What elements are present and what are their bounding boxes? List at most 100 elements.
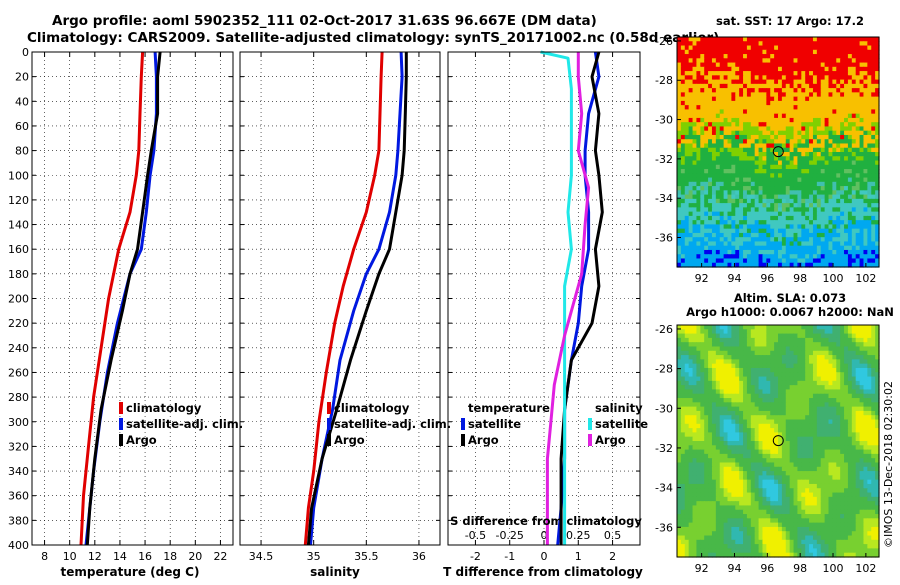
map-cell <box>817 156 821 161</box>
map-cell <box>867 372 871 377</box>
map-cell <box>840 359 844 364</box>
map-cell <box>716 169 720 174</box>
map-cell <box>848 407 852 412</box>
map-cell <box>774 364 778 369</box>
map-cell <box>693 355 697 360</box>
map-cell <box>829 161 833 166</box>
map-cell <box>805 152 809 157</box>
map-cell <box>735 385 739 390</box>
map-cell <box>813 258 817 263</box>
map-cell <box>817 161 821 166</box>
map-cell <box>797 186 801 191</box>
map-cell <box>778 454 782 459</box>
map-cell <box>762 224 766 229</box>
map-cell <box>708 207 712 212</box>
map-cell <box>844 334 848 339</box>
map-cell <box>782 118 786 123</box>
map-cell <box>762 80 766 85</box>
map-cell <box>731 420 735 425</box>
map-cell <box>704 441 708 446</box>
map-cell <box>720 411 724 416</box>
map-cell <box>708 173 712 178</box>
map-cell <box>832 224 836 229</box>
map-cell <box>743 92 747 97</box>
map-cell <box>817 220 821 225</box>
map-cell <box>867 415 871 420</box>
map-cell <box>778 80 782 85</box>
map-cell <box>809 246 813 251</box>
map-cell <box>805 84 809 89</box>
map-cell <box>778 178 782 183</box>
map-cell <box>728 454 732 459</box>
map-cell <box>751 109 755 114</box>
map-cell <box>681 329 685 334</box>
map-cell <box>801 118 805 123</box>
map-cell <box>735 173 739 178</box>
map-cell <box>794 126 798 131</box>
map-cell <box>809 450 813 455</box>
map-cell <box>724 195 728 200</box>
x-tick-label: 14 <box>113 550 127 563</box>
map-cell <box>759 441 763 446</box>
map-cell <box>860 139 864 144</box>
map-cell <box>832 454 836 459</box>
map-cell <box>755 398 759 403</box>
map-cell <box>790 420 794 425</box>
map-cell <box>786 428 790 433</box>
map-cell <box>708 246 712 251</box>
map-cell <box>685 475 689 480</box>
map-cell <box>700 67 704 72</box>
map-cell <box>774 135 778 140</box>
map-cell <box>782 58 786 63</box>
map-cell <box>762 351 766 356</box>
legend-swatch-satellite-adj <box>327 418 331 430</box>
map-cell <box>743 411 747 416</box>
map-cell <box>728 46 732 51</box>
map-cell <box>821 342 825 347</box>
sst-map-title: sat. SST: 17 Argo: 17.2 <box>716 14 864 28</box>
map-cell <box>762 415 766 420</box>
map-cell <box>716 462 720 467</box>
map-cell <box>794 139 798 144</box>
map-cell <box>840 216 844 221</box>
map-cell <box>782 50 786 55</box>
map-cell <box>751 173 755 178</box>
map-cell <box>700 71 704 76</box>
map-cell <box>852 224 856 229</box>
map-cell <box>860 126 864 131</box>
map-cell <box>817 122 821 127</box>
map-cell <box>759 41 763 46</box>
map-cell <box>704 445 708 450</box>
map-cell <box>809 389 813 394</box>
map-cell <box>778 407 782 412</box>
map-cell <box>759 364 763 369</box>
map-cell <box>708 237 712 242</box>
map-cell <box>813 415 817 420</box>
map-cell <box>704 67 708 72</box>
map-cell <box>813 50 817 55</box>
map-cell <box>743 402 747 407</box>
map-cell <box>728 246 732 251</box>
map-cell <box>817 381 821 386</box>
map-cell <box>840 122 844 127</box>
map-cell <box>863 139 867 144</box>
map-cell <box>735 355 739 360</box>
map-cell <box>852 359 856 364</box>
map-cell <box>724 420 728 425</box>
map-cell <box>755 71 759 76</box>
map-cell <box>708 101 712 106</box>
map-cell <box>759 101 763 106</box>
map-cell <box>704 471 708 476</box>
map-cell <box>693 441 697 446</box>
map-cell <box>739 220 743 225</box>
legend-label-argo: Argo <box>334 433 365 447</box>
map-cell <box>693 41 697 46</box>
map-cell <box>677 402 681 407</box>
map-cell <box>813 329 817 334</box>
map-cell <box>696 233 700 238</box>
map-cell <box>863 445 867 450</box>
map-cell <box>762 37 766 42</box>
map-cell <box>751 458 755 463</box>
map-cell <box>809 454 813 459</box>
map-cell <box>731 165 735 170</box>
